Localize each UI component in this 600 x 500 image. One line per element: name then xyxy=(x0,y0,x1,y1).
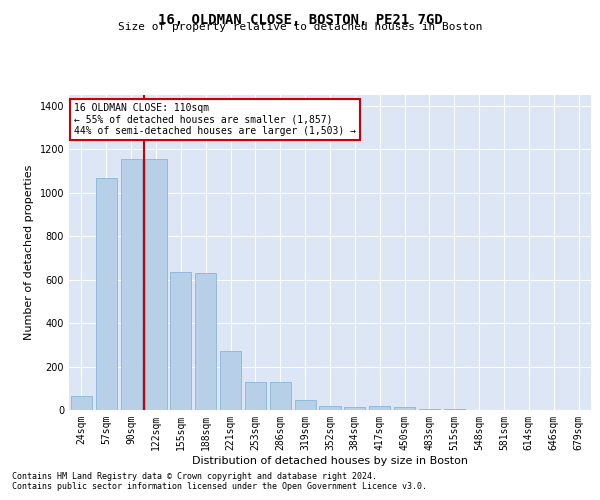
Bar xyxy=(71,396,92,410)
Text: Contains public sector information licensed under the Open Government Licence v3: Contains public sector information licen… xyxy=(12,482,427,491)
Bar xyxy=(295,400,316,410)
Bar xyxy=(145,159,167,410)
Bar xyxy=(319,406,341,410)
Text: Size of property relative to detached houses in Boston: Size of property relative to detached ho… xyxy=(118,22,482,32)
Text: Contains HM Land Registry data © Crown copyright and database right 2024.: Contains HM Land Registry data © Crown c… xyxy=(12,472,377,481)
Text: 16, OLDMAN CLOSE, BOSTON, PE21 7GD: 16, OLDMAN CLOSE, BOSTON, PE21 7GD xyxy=(158,12,442,26)
Bar xyxy=(220,352,241,410)
Bar xyxy=(96,178,117,410)
Y-axis label: Number of detached properties: Number of detached properties xyxy=(24,165,34,340)
Bar xyxy=(121,159,142,410)
Bar xyxy=(170,272,191,410)
X-axis label: Distribution of detached houses by size in Boston: Distribution of detached houses by size … xyxy=(192,456,468,466)
Bar xyxy=(195,273,216,410)
Bar xyxy=(394,407,415,410)
Bar xyxy=(369,406,390,410)
Bar xyxy=(344,407,365,410)
Bar xyxy=(419,409,440,410)
Text: 16 OLDMAN CLOSE: 110sqm
← 55% of detached houses are smaller (1,857)
44% of semi: 16 OLDMAN CLOSE: 110sqm ← 55% of detache… xyxy=(74,103,356,136)
Bar xyxy=(270,382,291,410)
Bar xyxy=(245,382,266,410)
